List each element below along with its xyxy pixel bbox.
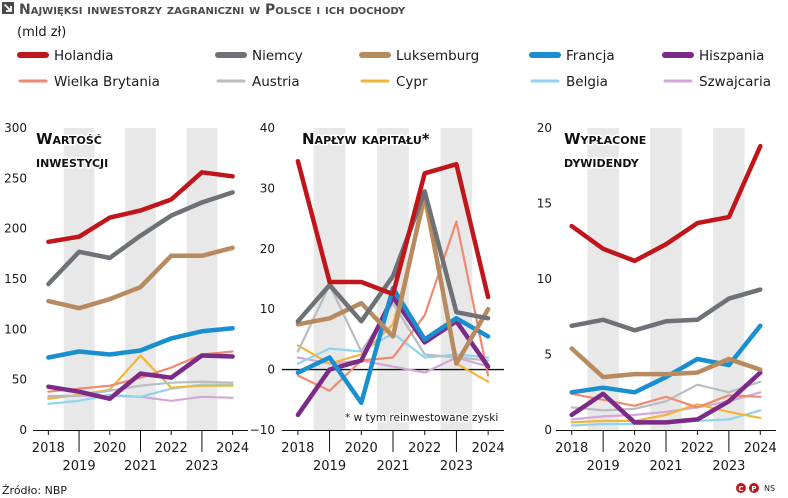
- y-tick-label: 20: [260, 242, 275, 256]
- panel-title: Napływ kapitału*: [302, 130, 430, 148]
- series-line-francja: [46, 326, 235, 360]
- x-tick-label: 2021: [124, 459, 157, 474]
- series-line-austria: [47, 380, 234, 397]
- x-tick-label: 2020: [93, 441, 126, 456]
- series-line-holandia: [569, 143, 763, 264]
- series-line-luksemburg: [295, 192, 491, 366]
- y-tick-label: 10: [537, 272, 552, 286]
- x-tick-label: 2024: [472, 441, 505, 456]
- series-line-hiszpania: [295, 294, 491, 418]
- y-tick-label: 5: [544, 348, 552, 362]
- y-tick-label: 200: [4, 222, 27, 236]
- series-line-wielka-brytania: [570, 392, 762, 409]
- y-tick-label: 0: [544, 423, 552, 437]
- x-tick-label: 2024: [744, 441, 777, 456]
- legend-label-francja: Francja: [566, 48, 615, 64]
- y-tick-label: 10: [260, 302, 275, 316]
- series-line-hiszpania: [46, 353, 235, 402]
- year-band: [713, 128, 745, 430]
- y-tick-label: 300: [4, 121, 27, 135]
- author-credit: NS: [764, 484, 775, 493]
- year-band: [587, 128, 619, 430]
- panel-naplyw-kapitalu: −10 0 10 20 30 40 2018 2019 2020 2021 2022 2023 2024…: [250, 121, 505, 474]
- legend-label-szwajcaria: Szwajcaria: [699, 74, 771, 90]
- y-tick-label: 20: [537, 121, 552, 135]
- x-tick-label: 2021: [649, 459, 682, 474]
- series-line-holandia: [46, 170, 235, 245]
- y-tick-label: 0: [19, 423, 27, 437]
- legend-label-wielka-brytania: Wielka Brytania: [54, 74, 160, 90]
- x-tick-label: 2023: [440, 459, 473, 474]
- y-tick-label: −10: [250, 423, 275, 437]
- year-band: [186, 128, 218, 430]
- series-line-francja: [569, 323, 763, 395]
- series-line-hiszpania: [569, 370, 763, 425]
- svg-text:P: P: [751, 485, 756, 493]
- x-tick-label: 2018: [32, 441, 65, 456]
- chart-unit: (mld zł): [17, 25, 66, 40]
- y-tick-label: 15: [537, 197, 552, 211]
- y-tick-label: 250: [4, 171, 27, 185]
- series-line-niemcy: [295, 189, 491, 324]
- series-line-cypr: [570, 403, 762, 424]
- y-tick-label: 50: [12, 373, 27, 387]
- series-line-wielka-brytania: [296, 220, 490, 392]
- x-tick-label: 2020: [345, 441, 378, 456]
- legend-label-cypr: Cypr: [396, 74, 428, 90]
- legend-label-holandia: Holandia: [54, 48, 114, 64]
- panel-title: Wartość: [36, 130, 102, 148]
- year-band: [650, 128, 682, 430]
- x-tick-label: 2022: [408, 441, 441, 456]
- chart-title: Najwięksi inwestorzy zagraniczni w Polsc…: [19, 2, 406, 18]
- legend-label-hiszpania: Hiszpania: [699, 48, 764, 64]
- legend-label-belgia: Belgia: [566, 74, 608, 90]
- y-tick-label: 150: [4, 272, 27, 286]
- x-tick-label: 2018: [281, 441, 314, 456]
- publisher-icon: P: [749, 483, 759, 493]
- panel-footnote: * w tym reinwestowane zyski: [345, 412, 498, 424]
- panel-title: inwestycji: [36, 153, 108, 171]
- x-tick-label: 2019: [313, 459, 346, 474]
- panel-wyplacone-dywidendy: 0 5 10 15 20 2018 2019 2020 2021 2022 2023 2024 Wypł…: [537, 121, 777, 474]
- legend-label-niemcy: Niemcy: [252, 48, 303, 64]
- series-line-niemcy: [569, 287, 763, 333]
- x-tick-label: 2024: [216, 441, 249, 456]
- series-line-holandia: [295, 158, 491, 300]
- y-tick-label: 100: [4, 322, 27, 336]
- title-arrow-icon: [2, 2, 14, 14]
- x-tick-label: 2023: [712, 459, 745, 474]
- x-tick-label: 2019: [587, 459, 620, 474]
- legend: Holandia Niemcy Luksemburg Francja Hiszpania…: [17, 48, 771, 90]
- x-tick-label: 2021: [376, 459, 409, 474]
- x-tick-label: 2018: [555, 441, 588, 456]
- x-tick-label: 2022: [681, 441, 714, 456]
- legend-label-luksemburg: Luksemburg: [396, 48, 479, 64]
- panel-title: dywidendy: [564, 153, 640, 171]
- series-line-austria: [570, 380, 762, 412]
- series-line-luksemburg: [46, 245, 235, 311]
- panel-wartosc-inwestycji: 0 50 100 150 200 250 300 2018 2019 2020 2021 2022 20…: [4, 121, 249, 474]
- y-tick-label: 0: [267, 363, 275, 377]
- series-line-niemcy: [46, 190, 235, 287]
- source-note: Źródło: NBP: [2, 484, 67, 497]
- x-tick-label: 2020: [618, 441, 651, 456]
- x-tick-label: 2019: [63, 459, 96, 474]
- panel-title: Wypłacone: [564, 130, 646, 148]
- x-tick-label: 2022: [155, 441, 188, 456]
- x-tick-label: 2023: [185, 459, 218, 474]
- copyright-icon: C: [736, 483, 746, 493]
- svg-text:C: C: [738, 485, 743, 493]
- y-tick-label: 30: [260, 181, 275, 195]
- legend-label-austria: Austria: [252, 74, 300, 90]
- y-tick-label: 40: [260, 121, 275, 135]
- series-line-luksemburg: [569, 346, 763, 380]
- year-band: [63, 128, 95, 430]
